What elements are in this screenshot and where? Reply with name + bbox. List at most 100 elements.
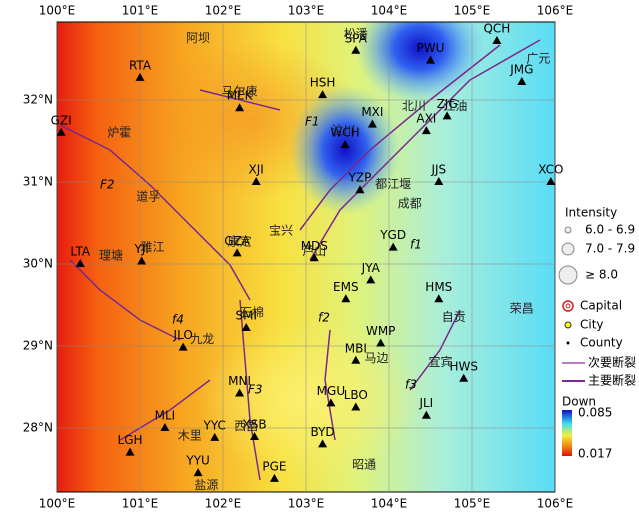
station-label: BYD [311,425,335,439]
station [251,177,261,185]
legend-symbol [561,242,575,256]
place-label: 昭通 [352,457,376,471]
place-label: 江油 [443,99,467,113]
station-label: XSB [243,418,267,432]
station-label: JJS [430,163,446,177]
station-label: GZA [224,234,251,248]
station [442,111,452,120]
fault-label: f1 [410,238,422,252]
station-label: PWU [417,41,445,55]
station [351,45,361,54]
legend-symbol [565,303,571,309]
station [269,473,279,482]
station [388,242,398,251]
colorbar-min: 0.017 [578,447,612,461]
station-label: YGD [379,228,406,242]
station-label: JMG [509,62,533,76]
station [318,439,328,448]
station [318,90,328,99]
place-label: 宜宾 [428,354,452,369]
station [160,423,170,431]
station-label: YJI [133,242,148,256]
station-label: LBO [344,388,368,402]
station-label: YYU [185,454,209,468]
lon-label: 102°E [205,4,242,18]
colorbar-title: Down [562,395,596,409]
station [459,373,469,382]
station [340,140,350,149]
lon-label: 100°E [39,4,76,18]
colorbar-max: 0.085 [578,406,612,420]
place-label: 马边 [365,351,389,365]
station [56,127,66,136]
place-label: 炉霍 [107,125,131,139]
station [492,35,502,44]
station-label: SMI [235,308,257,322]
legend-label: 次要断裂 [588,355,636,370]
place-label: 理塘 [99,247,123,262]
station-label: SPA [345,31,368,45]
colorbar [562,410,572,456]
station-label: LGH [118,433,143,447]
station [250,432,260,441]
station [178,342,188,351]
station [235,103,245,112]
station-label: RTA [129,58,152,72]
place-label: 九龙 [190,332,214,346]
station [341,294,351,303]
station [355,185,365,194]
station-label: YYC [203,418,226,432]
place-label: 都江堰 [375,177,411,191]
place-label: 荣昌 [510,302,534,316]
station [421,410,431,419]
legend: Intensity 6.0 - 6.9 7.0 - 7.9 ≥ 8.0 Capi… [558,206,636,461]
legend-label: 6.0 - 6.9 [585,223,635,237]
fault-label: f4 [172,313,184,327]
lon-label: 102°E [205,497,242,511]
place-label: 康定 [228,233,252,248]
place-label: 成都 [398,197,422,211]
station-label: GZI [51,113,72,127]
lon-label: 104°E [371,4,408,18]
station-label: LTA [70,245,90,259]
lon-label: 101°E [122,497,159,511]
lon-label: 103°E [288,4,325,18]
station-label: WCH [330,126,359,140]
station-label: MEK [227,89,254,103]
place-label: 道孚 [136,189,160,203]
station [366,275,376,284]
station [137,256,147,265]
legend-label: 7.0 - 7.9 [585,242,635,256]
lat-label: 30°N [23,257,53,271]
station-label: YZP [348,171,372,185]
station [421,126,431,135]
lon-label: 104°E [371,497,408,511]
place-label: 马尔康 [222,83,258,98]
lat-label: 28°N [23,421,53,435]
station-label: JLI [418,396,433,410]
station-label: QCH [483,21,510,35]
fault-label: f3 [405,378,417,392]
place-label: 木里 [178,429,202,443]
station [241,322,251,331]
station [351,355,361,364]
place-label: 北川 [402,99,426,113]
legend-symbol [558,265,578,285]
lon-label: 103°E [288,497,325,511]
lon-label: 106°E [537,497,574,511]
legend-label: Capital [580,299,622,313]
station-label: MLI [155,409,176,423]
station-label: XJI [249,163,264,177]
station-label: EMS [333,280,359,294]
station [75,259,85,267]
fault-label: F3 [248,383,263,397]
place-label: 广元 [526,52,550,66]
station-label: AXI [416,112,436,126]
lon-label: 101°E [122,4,159,18]
fault-label: f2 [318,311,330,325]
station [434,177,444,185]
station-label: MGU [317,384,345,398]
lat-label: 32°N [23,93,53,107]
station-label: HWS [449,359,478,373]
